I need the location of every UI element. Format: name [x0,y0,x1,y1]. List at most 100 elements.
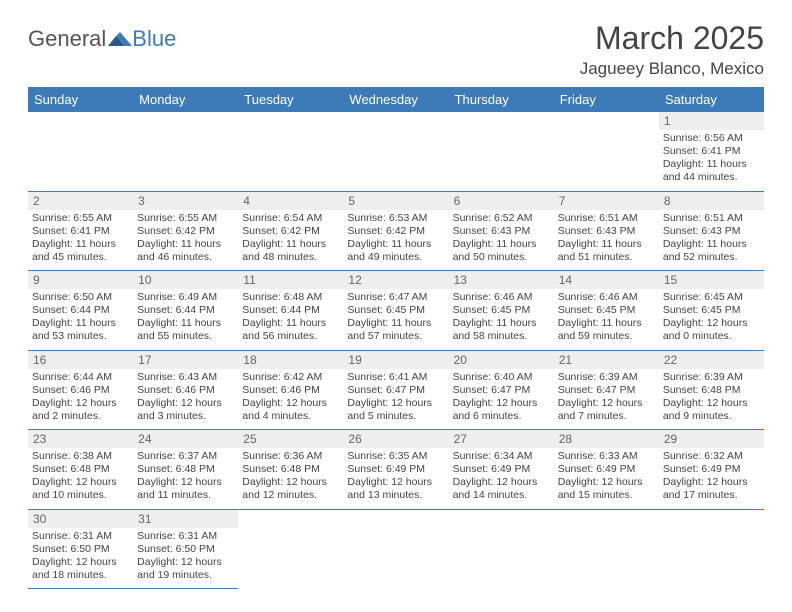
daylight-text: Daylight: 11 hours and 52 minutes. [663,238,760,264]
sunset-text: Sunset: 6:47 PM [453,384,550,397]
calendar-cell: 23Sunrise: 6:38 AMSunset: 6:48 PMDayligh… [28,430,133,510]
day-details: Sunrise: 6:55 AMSunset: 6:42 PMDaylight:… [137,212,234,265]
sunrise-text: Sunrise: 6:36 AM [242,450,339,463]
sunrise-text: Sunrise: 6:40 AM [453,371,550,384]
calendar-cell: 11 Sunrise: 6:48 AMSunset: 6:44 PMDayligh… [238,271,343,351]
day-details: Sunrise: 6:53 AMSunset: 6:42 PMDaylight:… [347,212,444,265]
sunrise-text: Sunrise: 6:55 AM [32,212,129,225]
calendar-cell [449,112,554,191]
day-details: Sunrise: 6:37 AMSunset: 6:48 PMDaylight:… [137,450,234,503]
sunset-text: Sunset: 6:43 PM [558,225,655,238]
day-number: 11 [238,271,343,289]
day-number: 14 [554,271,659,289]
sunset-text: Sunset: 6:46 PM [137,384,234,397]
sunrise-text: Sunrise: 6:50 AM [32,291,129,304]
day-header-row: Sunday Monday Tuesday Wednesday Thursday… [28,87,764,112]
calendar-row: 23Sunrise: 6:38 AMSunset: 6:48 PMDayligh… [28,430,764,510]
calendar-cell: 27Sunrise: 6:34 AMSunset: 6:49 PMDayligh… [449,430,554,510]
daylight-text: Daylight: 11 hours and 44 minutes. [663,158,760,184]
logo-text-2: Blue [132,26,176,52]
sunset-text: Sunset: 6:44 PM [242,304,339,317]
daylight-text: Daylight: 12 hours and 7 minutes. [558,397,655,423]
logo-text-1: General [28,26,106,52]
sunset-text: Sunset: 6:49 PM [453,463,550,476]
daylight-text: Daylight: 12 hours and 12 minutes. [242,476,339,502]
day-number: 2 [28,192,133,210]
header: General Blue March 2025 Jagueey Blanco, … [28,20,764,79]
sunset-text: Sunset: 6:48 PM [137,463,234,476]
daylight-text: Daylight: 12 hours and 13 minutes. [347,476,444,502]
day-details: Sunrise: 6:35 AMSunset: 6:49 PMDaylight:… [347,450,444,503]
daylight-text: Daylight: 11 hours and 48 minutes. [242,238,339,264]
sunset-text: Sunset: 6:42 PM [242,225,339,238]
day-details: Sunrise: 6:31 AMSunset: 6:50 PMDaylight:… [137,530,234,583]
day-header: Tuesday [238,87,343,112]
calendar-cell: 2Sunrise: 6:55 AMSunset: 6:41 PMDaylight… [28,191,133,271]
sunset-text: Sunset: 6:45 PM [347,304,444,317]
calendar-cell: 9 Sunrise: 6:50 AMSunset: 6:44 PMDaylight… [28,271,133,351]
calendar-row: 30Sunrise: 6:31 AMSunset: 6:50 PMDayligh… [28,509,764,589]
calendar-row: 9Sunrise: 6:50 AMSunset: 6:44 PMDaylight… [28,271,764,351]
day-number: 22 [659,351,764,369]
daylight-text: Daylight: 12 hours and 11 minutes. [137,476,234,502]
sunrise-text: Sunrise: 6:51 AM [558,212,655,225]
day-details: Sunrise: 6:44 AMSunset: 6:46 PMDaylight:… [32,371,129,424]
day-details: Sunrise: 6:40 AMSunset: 6:47 PMDaylight:… [453,371,550,424]
day-number: 7 [554,192,659,210]
sunrise-text: Sunrise: 6:43 AM [137,371,234,384]
calendar-cell [554,509,659,589]
daylight-text: Daylight: 11 hours and 45 minutes. [32,238,129,264]
sunrise-text: Sunrise: 6:56 AM [663,132,760,145]
day-number: 15 [659,271,764,289]
daylight-text: Daylight: 11 hours and 49 minutes. [347,238,444,264]
calendar-cell: 13Sunrise: 6:46 AMSunset: 6:45 PMDayligh… [449,271,554,351]
calendar-cell: 4Sunrise: 6:54 AMSunset: 6:42 PMDaylight… [238,191,343,271]
calendar-cell: 5Sunrise: 6:53 AMSunset: 6:42 PMDaylight… [343,191,448,271]
calendar-cell [343,112,448,191]
daylight-text: Daylight: 12 hours and 19 minutes. [137,556,234,582]
sunrise-text: Sunrise: 6:35 AM [347,450,444,463]
sunset-text: Sunset: 6:45 PM [453,304,550,317]
daylight-text: Daylight: 11 hours and 50 minutes. [453,238,550,264]
day-number: 19 [343,351,448,369]
daylight-text: Daylight: 12 hours and 3 minutes. [137,397,234,423]
sunset-text: Sunset: 6:43 PM [663,225,760,238]
calendar-cell [343,509,448,589]
sunset-text: Sunset: 6:44 PM [137,304,234,317]
day-number: 9 [28,271,133,289]
daylight-text: Daylight: 12 hours and 15 minutes. [558,476,655,502]
calendar-cell: 12Sunrise: 6:47 AMSunset: 6:45 PMDayligh… [343,271,448,351]
sunrise-text: Sunrise: 6:42 AM [242,371,339,384]
calendar-cell: 18Sunrise: 6:42 AMSunset: 6:46 PMDayligh… [238,350,343,430]
sunrise-text: Sunrise: 6:38 AM [32,450,129,463]
sunrise-text: Sunrise: 6:46 AM [453,291,550,304]
sunrise-text: Sunrise: 6:55 AM [137,212,234,225]
calendar-cell: 25Sunrise: 6:36 AMSunset: 6:48 PMDayligh… [238,430,343,510]
calendar-cell [659,509,764,589]
day-number: 31 [133,510,238,528]
sunset-text: Sunset: 6:49 PM [347,463,444,476]
day-number: 4 [238,192,343,210]
day-number: 26 [343,430,448,448]
day-details: Sunrise: 6:48 AMSunset: 6:44 PMDaylight:… [242,291,339,344]
day-details: Sunrise: 6:51 AMSunset: 6:43 PMDaylight:… [558,212,655,265]
sunrise-text: Sunrise: 6:32 AM [663,450,760,463]
sunset-text: Sunset: 6:46 PM [32,384,129,397]
calendar-cell [133,112,238,191]
sunrise-text: Sunrise: 6:47 AM [347,291,444,304]
calendar-cell: 8Sunrise: 6:51 AMSunset: 6:43 PMDaylight… [659,191,764,271]
sunrise-text: Sunrise: 6:34 AM [453,450,550,463]
sunset-text: Sunset: 6:49 PM [558,463,655,476]
day-details: Sunrise: 6:50 AMSunset: 6:44 PMDaylight:… [32,291,129,344]
sunrise-text: Sunrise: 6:41 AM [347,371,444,384]
day-details: Sunrise: 6:45 AMSunset: 6:45 PMDaylight:… [663,291,760,344]
day-details: Sunrise: 6:32 AMSunset: 6:49 PMDaylight:… [663,450,760,503]
daylight-text: Daylight: 11 hours and 53 minutes. [32,317,129,343]
sunrise-text: Sunrise: 6:44 AM [32,371,129,384]
calendar-cell: 16Sunrise: 6:44 AMSunset: 6:46 PMDayligh… [28,350,133,430]
day-number: 24 [133,430,238,448]
day-header: Saturday [659,87,764,112]
day-header: Friday [554,87,659,112]
sunset-text: Sunset: 6:49 PM [663,463,760,476]
calendar-row: 2Sunrise: 6:55 AMSunset: 6:41 PMDaylight… [28,191,764,271]
